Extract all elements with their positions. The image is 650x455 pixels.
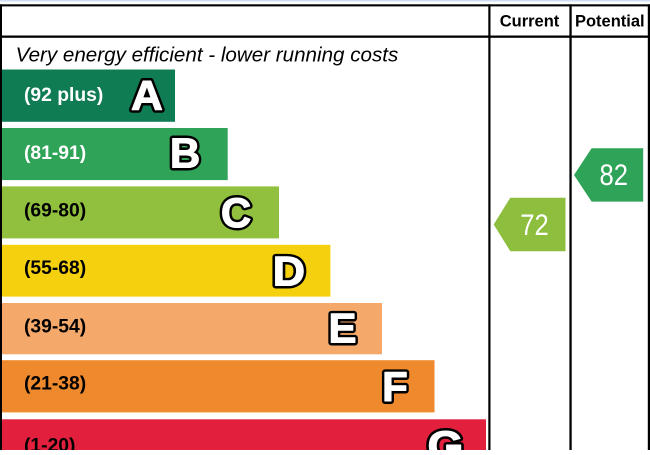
svg-text:(69-80): (69-80) — [24, 201, 86, 222]
svg-text:B: B — [170, 130, 200, 177]
svg-text:82: 82 — [600, 159, 629, 192]
svg-text:72: 72 — [520, 209, 549, 242]
svg-text:(39-54): (39-54) — [24, 317, 86, 338]
svg-text:F: F — [382, 363, 408, 410]
svg-text:E: E — [328, 304, 356, 351]
svg-text:E: E — [328, 304, 356, 351]
svg-text:G: G — [427, 423, 463, 450]
svg-text:Current: Current — [500, 13, 560, 31]
svg-text:B: B — [170, 130, 200, 177]
svg-text:(1-20): (1-20) — [24, 436, 75, 450]
svg-text:A: A — [131, 73, 163, 120]
svg-text:D: D — [273, 249, 305, 295]
svg-text:(92 plus): (92 plus) — [24, 85, 103, 106]
svg-text:(21-38): (21-38) — [24, 374, 86, 395]
svg-text:(55-68): (55-68) — [24, 258, 86, 279]
svg-text:D: D — [273, 249, 305, 295]
svg-text:C: C — [221, 189, 251, 236]
svg-text:A: A — [131, 73, 163, 120]
svg-text:C: C — [221, 189, 251, 236]
svg-text:Very energy efficient - lower: Very energy efficient - lower running co… — [16, 43, 399, 66]
svg-text:(81-91): (81-91) — [24, 143, 86, 164]
svg-text:F: F — [382, 363, 408, 410]
svg-text:Potential: Potential — [575, 13, 645, 31]
